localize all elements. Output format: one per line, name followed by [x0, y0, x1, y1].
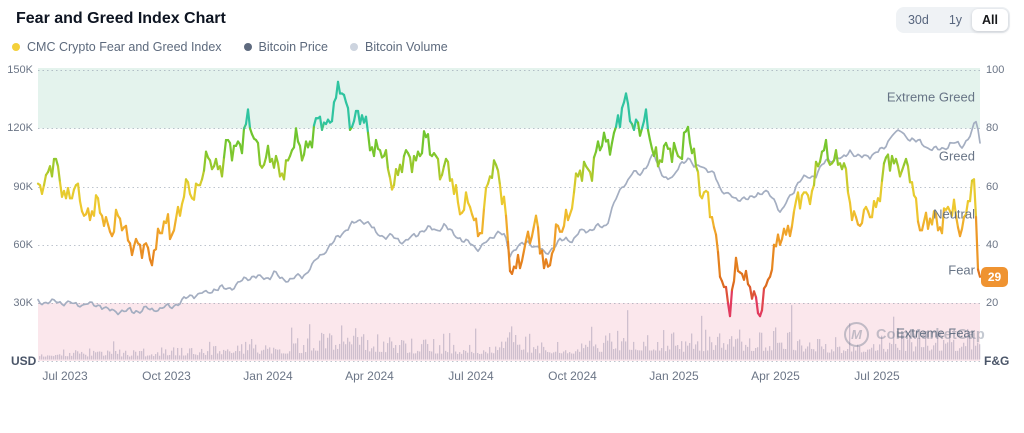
range-switcher: 30d 1y All — [895, 7, 1010, 33]
y-axis-left-tick: 30K — [13, 297, 33, 309]
right-axis-unit-label: F&G — [984, 354, 1010, 368]
y-axis-left-tick: 120K — [7, 122, 33, 135]
zone-label-greed: Greed — [938, 148, 975, 164]
y-axis-left-tick: 60K — [13, 238, 33, 251]
legend-item-bitcoin-volume[interactable]: Bitcoin Volume — [350, 40, 448, 54]
zone-label-fear: Fear — [948, 262, 975, 278]
x-axis-tick: Jan 2024 — [243, 369, 293, 383]
left-axis-unit-label: USD — [11, 354, 37, 368]
zone-label-extreme-greed: Extreme Greed — [886, 89, 975, 105]
x-axis-tick: Oct 2024 — [548, 369, 597, 383]
legend-label: Bitcoin Price — [258, 40, 329, 54]
legend-dot-fear-greed-icon — [12, 43, 20, 51]
y-axis-right-tick: 80 — [986, 122, 999, 135]
legend-item-bitcoin-price[interactable]: Bitcoin Price — [243, 40, 329, 54]
range-button-all[interactable]: All — [972, 9, 1008, 31]
legend-dot-bitcoin-volume-icon — [350, 43, 359, 51]
current-value-badge: 29 — [981, 266, 1008, 287]
x-axis-tick: Jul 2024 — [448, 369, 494, 383]
legend-label: CMC Crypto Fear and Greed Index — [27, 40, 222, 54]
y-axis-left-tick: 150K — [7, 64, 33, 77]
y-axis-right-tick: 100 — [986, 64, 1005, 77]
x-axis-tick: Oct 2023 — [142, 369, 191, 383]
x-axis-tick: Apr 2024 — [345, 369, 394, 383]
y-axis-right-tick: 60 — [986, 180, 999, 193]
y-axis-left-tick: 90K — [13, 180, 33, 193]
page-title: Fear and Greed Index Chart — [16, 10, 226, 27]
zone-label-neutral: Neutral — [933, 206, 975, 222]
legend-item-fear-greed-index[interactable]: CMC Crypto Fear and Greed Index — [12, 40, 222, 54]
range-button-1y[interactable]: 1y — [939, 9, 972, 31]
x-axis-tick: Jul 2023 — [42, 369, 88, 383]
y-axis-right-tick: 20 — [986, 297, 999, 309]
x-axis-tick: Apr 2025 — [751, 369, 800, 383]
x-axis-tick: Jul 2025 — [854, 369, 900, 383]
range-button-30d[interactable]: 30d — [898, 9, 939, 31]
chart-legend: CMC Crypto Fear and Greed Index Bitcoin … — [12, 40, 448, 54]
y-axis-right-tick: 40 — [986, 238, 999, 251]
legend-dot-bitcoin-price-icon — [243, 43, 252, 51]
legend-label: Bitcoin Volume — [365, 40, 448, 54]
zone-label-extreme-fear: Extreme Fear — [896, 325, 975, 341]
x-axis-tick: Jan 2025 — [649, 369, 699, 383]
